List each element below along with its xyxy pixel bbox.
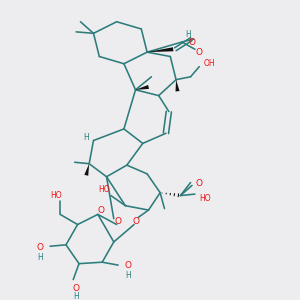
Polygon shape [84, 164, 89, 176]
Text: H: H [83, 133, 89, 142]
Polygon shape [147, 47, 173, 52]
Text: H: H [37, 254, 43, 262]
Text: O: O [132, 217, 139, 226]
Text: O: O [188, 38, 196, 46]
Text: H: H [125, 271, 131, 280]
Text: O: O [97, 206, 104, 215]
Text: H: H [185, 30, 191, 39]
Text: OH: OH [204, 59, 215, 68]
Text: O: O [73, 284, 80, 293]
Text: O: O [36, 243, 43, 252]
Text: H: H [73, 292, 79, 300]
Text: O: O [196, 179, 203, 188]
Text: O: O [195, 48, 202, 57]
Text: O: O [115, 217, 122, 226]
Text: O: O [125, 261, 132, 270]
Polygon shape [136, 85, 149, 90]
Text: HO: HO [98, 185, 109, 194]
Text: HO: HO [50, 191, 62, 200]
Text: HO: HO [199, 194, 211, 203]
Polygon shape [176, 80, 179, 92]
